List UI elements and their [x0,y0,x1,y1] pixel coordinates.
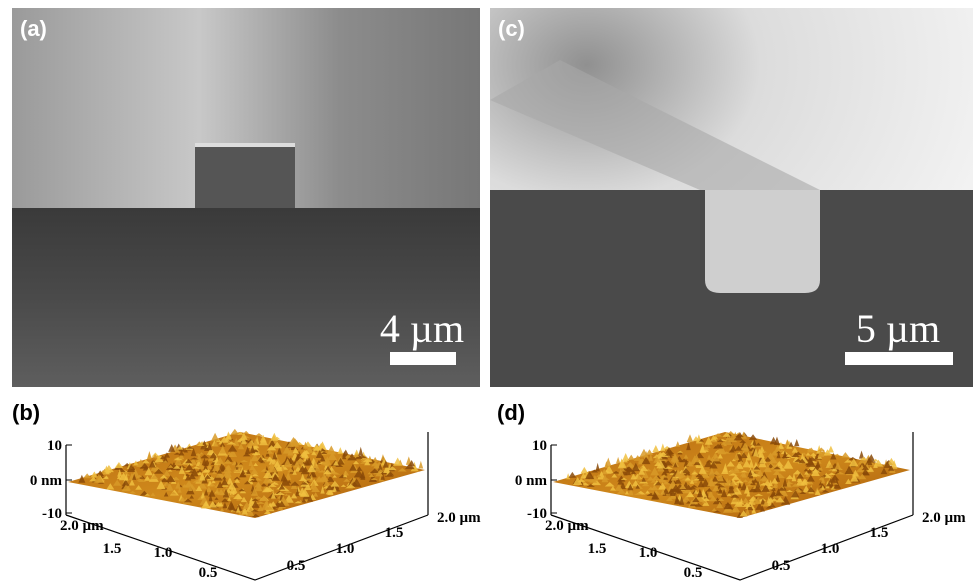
x-tick-label: 1.5 [385,525,404,541]
afm-peak [687,434,694,442]
afm-peak [628,455,635,460]
afm-peak [652,445,659,452]
x-tick-label: 1.0 [336,541,355,557]
scale-bar-label: 4 µm [380,306,464,351]
z-tick-label: 10 [47,438,62,454]
z-tick-label: 0 nm [30,473,63,489]
z-tick-label: -10 [527,506,547,522]
panel-label: (b) [12,400,40,425]
afm-peak [660,443,665,451]
scale-bar [390,352,456,365]
z-tick-label: 0 nm [515,473,548,489]
panel-label: (a) [20,16,47,41]
scale-bar [845,352,953,365]
afm-peak [381,454,385,460]
y-tick-label: 1.5 [588,541,607,557]
afm-peak [749,434,757,440]
afm-plot: (b)100 nm-102.0 µm1.51.00.50.51.01.52.0 … [12,400,481,581]
afm-peak [828,446,834,453]
x-tick-label: 0.5 [287,558,306,574]
afm-peak [841,452,849,458]
afm-peak [675,441,680,447]
z-tick-label: -10 [42,506,62,522]
afm-peak [211,433,219,441]
y-tick-label: 0.5 [199,565,218,581]
afm-peak [419,461,424,469]
y-tick-label: 1.0 [154,545,173,561]
afm-peak [230,429,239,435]
x-tick-label: 2.0 µm [922,510,966,526]
afm-peak [115,462,123,468]
y-tick-label: 2.0 µm [60,518,104,534]
y-tick-label: 0.5 [684,565,703,581]
afm-peak [354,450,359,455]
y-tick-label: 1.5 [103,541,122,557]
afm-peak [358,447,363,456]
panel-label: (c) [498,16,525,41]
y-tick-label: 2.0 µm [545,518,589,534]
afm-peak [616,457,620,463]
scale-bar-label: 5 µm [856,306,940,351]
afm-peak [794,439,799,446]
afm-peak [568,472,576,478]
x-tick-label: 1.5 [870,525,889,541]
z-tick-label: 10 [532,438,547,454]
afm-peak [595,463,599,472]
x-tick-label: 2.0 µm [437,510,481,526]
afm-peak [338,447,344,454]
afm-peak [327,445,336,454]
afm-peak [271,433,279,441]
x-tick-label: 0.5 [772,558,791,574]
afm-peak [255,433,263,436]
figure: (a)4 µm(c)5 µm(b)100 nm-102.0 µm1.51.00.… [0,0,973,583]
panel-label: (d) [497,400,525,425]
afm-plot: (d)100 nm-102.0 µm1.51.00.50.51.01.52.0 … [497,400,966,581]
y-tick-label: 1.0 [639,545,658,561]
x-tick-label: 1.0 [821,541,840,557]
afm-peak [580,467,588,474]
